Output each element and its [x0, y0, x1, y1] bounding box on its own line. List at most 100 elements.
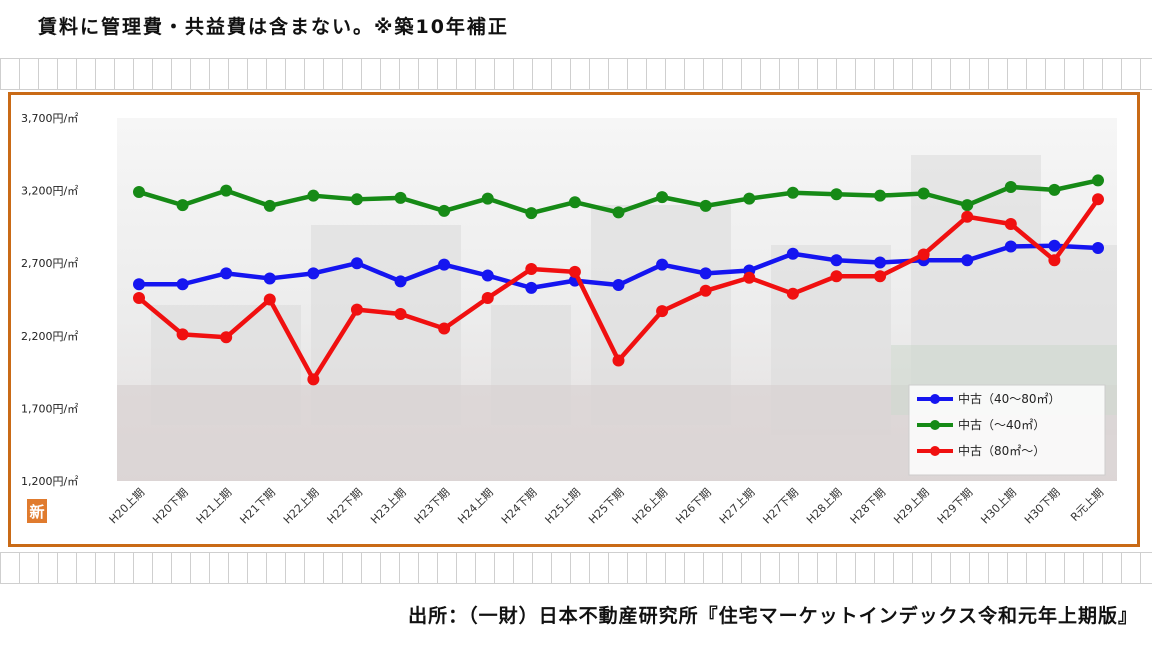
series-point — [612, 206, 625, 219]
x-tick-label: H20上期 — [107, 486, 148, 527]
y-tick-label: 2,700円/㎡ — [21, 257, 78, 270]
x-tick-label: H26上期 — [630, 486, 671, 527]
x-tick-label: H27上期 — [717, 486, 758, 527]
series-point — [656, 305, 669, 318]
y-tick-label: 3,200円/㎡ — [21, 185, 78, 198]
series-point — [961, 254, 974, 267]
series-point — [481, 192, 494, 205]
x-tick-label: H30上期 — [978, 486, 1019, 527]
x-tick-label: H20下期 — [150, 486, 191, 527]
series-point — [263, 272, 276, 285]
logo-badge — [27, 499, 47, 523]
series-point — [830, 254, 843, 267]
series-point — [394, 275, 407, 288]
series-point — [786, 247, 799, 260]
series-point — [307, 373, 320, 386]
series-point — [961, 210, 974, 223]
series-point — [176, 199, 189, 212]
x-tick-label: H27下期 — [760, 486, 801, 527]
x-tick-label: H22上期 — [281, 486, 322, 527]
x-tick-label: H24下期 — [499, 486, 540, 527]
series-point — [1092, 241, 1104, 254]
x-tick-label: H23上期 — [368, 486, 409, 527]
legend-swatch-point — [930, 420, 940, 430]
series-point — [133, 186, 145, 199]
x-tick-label: H28上期 — [804, 486, 845, 527]
legend-label: 中古（80㎡～） — [958, 443, 1045, 458]
series-point — [394, 308, 407, 321]
series-point — [874, 189, 887, 202]
series-point — [699, 267, 712, 280]
x-tick-label: H21下期 — [237, 486, 278, 527]
legend-label: 中古（40～80㎡） — [958, 391, 1061, 406]
legend-swatch-point — [930, 446, 940, 456]
series-point — [612, 278, 625, 291]
legend-swatch-point — [930, 394, 940, 404]
y-tick-label: 1,200円/㎡ — [21, 475, 78, 488]
x-tick-label: H25上期 — [543, 486, 584, 527]
series-point — [1092, 174, 1104, 187]
series-point — [133, 292, 145, 305]
series-point — [1004, 217, 1017, 230]
series-point — [350, 257, 363, 270]
series-point — [699, 284, 712, 297]
series-point — [525, 207, 538, 220]
legend: 中古（40～80㎡） 中古（～40㎡） 中古（80㎡～） — [908, 384, 1106, 476]
series-point — [263, 293, 276, 306]
series-point — [568, 265, 581, 278]
series-point — [350, 303, 363, 316]
series-point — [699, 199, 712, 212]
chart-frame: 1,200円/㎡ 1,700円/㎡ 2,200円/㎡ 2,700円/㎡ 3,200円/㎡… — [8, 92, 1140, 547]
series-point — [481, 292, 494, 305]
y-tick-label: 2,200円/㎡ — [21, 330, 78, 343]
series-point — [874, 256, 887, 269]
series-point — [830, 270, 843, 283]
x-tick-label: H24上期 — [455, 486, 496, 527]
x-axis: H20上期 H20下期 H21上期 H21下期 H22上期 H22下期 H23上期 H23下期… — [107, 486, 1107, 527]
series-point — [1004, 180, 1017, 193]
x-tick-label: H21上期 — [194, 486, 235, 527]
x-tick-label: H22下期 — [325, 486, 366, 527]
series-point — [961, 199, 974, 212]
series-point — [438, 258, 451, 271]
series-point — [874, 270, 887, 283]
series-point — [438, 204, 451, 217]
x-tick-label: H25下期 — [586, 486, 627, 527]
series-layer — [133, 174, 1104, 386]
brand-logo: 新 — [27, 499, 47, 523]
series-point — [176, 278, 189, 291]
y-tick-label: 1,700円/㎡ — [21, 402, 78, 415]
series-point — [743, 271, 756, 284]
series-point — [394, 191, 407, 204]
series-point — [786, 287, 799, 300]
series-point — [220, 331, 233, 344]
series-point — [1048, 239, 1061, 252]
series-point — [176, 328, 189, 341]
rent-chart: 1,200円/㎡ 1,700円/㎡ 2,200円/㎡ 2,700円/㎡ 3,200円/㎡… — [21, 112, 1117, 527]
series-point — [307, 189, 320, 202]
decorative-grid-top — [0, 58, 1152, 90]
series-point — [612, 354, 625, 367]
series-point — [743, 192, 756, 205]
series-point — [438, 322, 451, 335]
series-point — [786, 186, 799, 199]
series-point — [917, 248, 930, 261]
source-note: 出所：（一財）日本不動産研究所『住宅マーケットインデックス令和元年上期版』 — [408, 605, 1138, 627]
series-point — [917, 187, 930, 200]
series-point — [307, 267, 320, 280]
x-tick-label: H29下期 — [935, 486, 976, 527]
series-point — [133, 278, 145, 291]
x-tick-label: H23下期 — [412, 486, 453, 527]
decorative-grid-bottom — [0, 552, 1152, 584]
series-point — [263, 199, 276, 212]
series-point — [1092, 193, 1104, 206]
y-tick-label: 3,700円/㎡ — [21, 112, 78, 125]
series-point — [1048, 183, 1061, 196]
x-tick-label: H28下期 — [848, 486, 889, 527]
series-point — [830, 188, 843, 201]
x-tick-label: R元上期 — [1068, 486, 1106, 524]
chart-note: 賃料に管理費・共益費は含まない。※築10年補正 — [38, 16, 509, 38]
series-point — [481, 269, 494, 282]
logo-text: 新 — [29, 503, 44, 521]
series-point — [350, 193, 363, 206]
